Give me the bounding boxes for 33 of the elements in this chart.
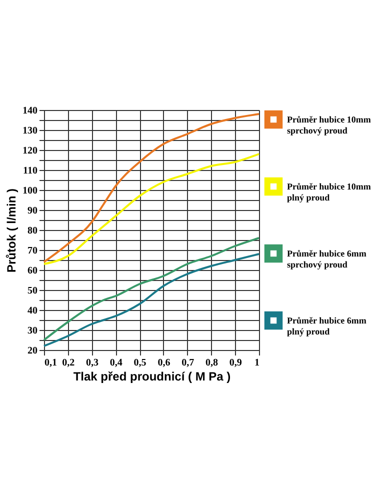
y-tick-label: 120 [22,146,38,156]
y-tick-label: 30 [28,326,38,336]
y-tick-label: 40 [28,306,38,316]
line-series [43,113,260,263]
y-tick-label: 70 [28,246,38,256]
y-tick-label: 130 [22,126,38,136]
legend-label: Průměr hubice 10mm sprchový proud [287,114,372,136]
x-tick-label: 0,8 [205,358,218,368]
y-tick-label: 90 [28,206,38,216]
y-tick-label: 50 [28,286,38,296]
legend-label: Průměr hubice 6mm sprchový proud [287,248,367,270]
x-tick-label: 0,7 [182,358,194,368]
y-tick-label: 140 [22,106,38,116]
x-tick-label: 0,3 [86,358,99,368]
x-tick-label: 0,6 [158,358,170,368]
y-tick-label: 60 [28,266,38,276]
y-tick-label: 110 [23,166,38,176]
line-series [43,253,260,347]
legend-label: Průměr hubice 6mm plný proud [287,316,367,336]
x-tick-label: 0,1 [44,358,57,368]
x-tick-label: 0,5 [134,358,146,368]
x-axis-title: Tlak před proudnicí ( M Pa ) [73,370,231,384]
x-tick-label: 0,4 [110,358,122,368]
x-tick-label: 0,2 [62,358,75,368]
y-tick-label: 20 [28,346,38,356]
y-axis-title: Průtok ( l/min ) [4,188,18,272]
line-series [43,153,260,265]
legend-label: Průměr hubice 10mm plný proud [287,182,372,202]
y-tick-label: 100 [22,186,38,196]
y-tick-label: 80 [28,226,38,236]
line-series [43,237,260,341]
x-tick-label: 0,9 [229,358,242,368]
x-tick-label: 1 [254,358,260,368]
